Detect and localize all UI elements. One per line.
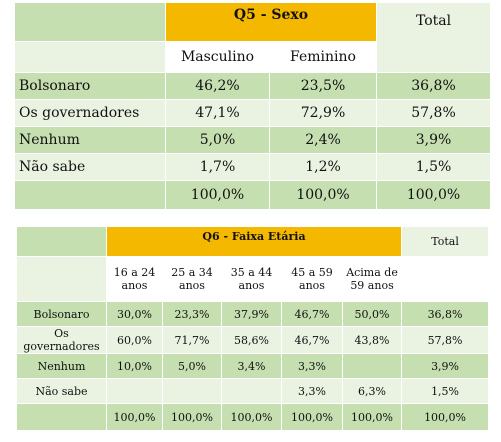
cell: 3,9%: [376, 126, 492, 154]
column-header: Acima de 59 anos: [341, 256, 403, 302]
cell: 23,5%: [268, 72, 378, 100]
cell: 46,7%: [281, 326, 343, 354]
cell: 47,1%: [165, 99, 270, 127]
totals-row: 100,0% 100,0% 100,0% 100,0% 100,0% 100,0…: [16, 403, 490, 431]
table-title: Q5 - Sexo: [164, 2, 378, 42]
cell: 2,4%: [268, 126, 378, 154]
cell: 71,7%: [162, 326, 222, 354]
cell: 58,6%: [221, 326, 282, 354]
cell: 50,0%: [341, 301, 403, 327]
column-header: 45 a 59 anos: [281, 256, 343, 302]
header-empty-cell: [401, 256, 490, 302]
cell: 36,8%: [376, 72, 492, 100]
cell: 72,9%: [268, 99, 378, 127]
total-header: Total: [401, 226, 490, 257]
table-row: Os governadores 60,0% 71,7% 58,6% 46,7% …: [16, 326, 490, 354]
cell: 43,8%: [341, 326, 403, 354]
cell: 37,9%: [221, 301, 282, 327]
cell: 1,2%: [268, 153, 378, 181]
cell: 30,0%: [106, 301, 163, 327]
column-header: Feminino: [268, 41, 378, 73]
cell: [341, 353, 403, 379]
column-header: 16 a 24 anos: [106, 256, 163, 302]
cell: 60,0%: [106, 326, 163, 354]
cell: 46,2%: [165, 72, 270, 100]
total-cell: 100,0%: [162, 403, 222, 431]
total-cell: 100,0%: [401, 403, 490, 431]
cell: 3,4%: [221, 353, 282, 379]
table-title: Q6 - Faixa Etária: [105, 226, 403, 257]
cell: 57,8%: [376, 99, 492, 127]
cell: 36,8%: [401, 301, 490, 327]
total-cell: 100,0%: [165, 180, 270, 210]
row-label: Os governadores: [14, 99, 166, 127]
header-empty-cell: [16, 226, 107, 257]
table-row: Bolsonaro 30,0% 23,3% 37,9% 46,7% 50,0% …: [16, 301, 490, 327]
row-label: Não sabe: [16, 378, 107, 404]
total-cell: 100,0%: [281, 403, 343, 431]
row-label-empty: [14, 180, 166, 210]
column-header: Masculino: [165, 41, 270, 73]
row-label: Nenhum: [14, 126, 166, 154]
total-cell: 100,0%: [376, 180, 492, 210]
header-empty-cell: [14, 2, 166, 42]
row-label: Bolsonaro: [16, 301, 107, 327]
cell: 23,3%: [162, 301, 222, 327]
totals-row: 100,0% 100,0% 100,0%: [14, 180, 492, 210]
column-header: 35 a 44 anos: [221, 256, 282, 302]
cell: [162, 378, 222, 404]
row-label: Os governadores: [16, 326, 107, 354]
cell: 1,5%: [401, 378, 490, 404]
header-empty-cell: [14, 41, 166, 73]
total-cell: 100,0%: [341, 403, 403, 431]
cell: 10,0%: [106, 353, 163, 379]
table-row: Nenhum 10,0% 5,0% 3,4% 3,3% 3,9%: [16, 353, 490, 379]
cell: 5,0%: [162, 353, 222, 379]
total-cell: 100,0%: [106, 403, 163, 431]
table-row: Não sabe 1,7% 1,2% 1,5%: [14, 153, 492, 181]
cell: 5,0%: [165, 126, 270, 154]
table-row: Não sabe 3,3% 6,3% 1,5%: [16, 378, 490, 404]
row-label: Não sabe: [14, 153, 166, 181]
row-label: Nenhum: [16, 353, 107, 379]
cell: [221, 378, 282, 404]
table-q5-sexo: Q5 - Sexo Total Masculino Feminino Bolso…: [14, 2, 492, 210]
total-cell: 100,0%: [221, 403, 282, 431]
total-header: Total: [376, 2, 492, 73]
table-row: Nenhum 5,0% 2,4% 3,9%: [14, 126, 492, 154]
row-label: Bolsonaro: [14, 72, 166, 100]
cell: [106, 378, 163, 404]
cell: 3,3%: [281, 378, 343, 404]
total-cell: 100,0%: [268, 180, 378, 210]
cell: 6,3%: [341, 378, 403, 404]
cell: 46,7%: [281, 301, 343, 327]
row-label-empty: [16, 403, 107, 431]
table-q6-faixa-etaria: Q6 - Faixa Etária Total 16 a 24 anos 25 a…: [16, 226, 490, 431]
table-row: Bolsonaro 46,2% 23,5% 36,8%: [14, 72, 492, 100]
cell: 3,3%: [281, 353, 343, 379]
cell: 3,9%: [401, 353, 490, 379]
cell: 1,5%: [376, 153, 492, 181]
table-row: Os governadores 47,1% 72,9% 57,8%: [14, 99, 492, 127]
column-header: 25 a 34 anos: [162, 256, 222, 302]
cell: 57,8%: [401, 326, 490, 354]
header-empty-cell: [16, 256, 107, 302]
cell: 1,7%: [165, 153, 270, 181]
